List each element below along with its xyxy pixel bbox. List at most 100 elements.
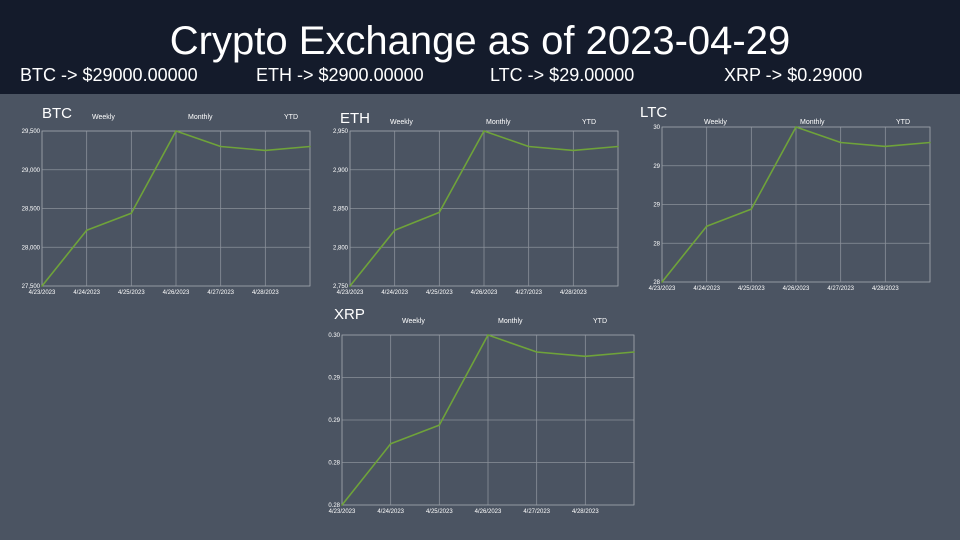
chart-title: ETH xyxy=(340,110,370,127)
data-point xyxy=(929,141,931,144)
y-tick-label: 29,000 xyxy=(22,168,41,174)
x-tick-label: 4/25/2023 xyxy=(118,290,145,296)
y-tick-label: 2,850 xyxy=(333,207,349,213)
period-weekly[interactable]: Weekly xyxy=(390,119,413,126)
chart-title: BTC xyxy=(42,105,72,122)
x-tick-label: 4/24/2023 xyxy=(73,290,100,296)
data-point xyxy=(341,504,343,506)
data-point xyxy=(487,334,489,336)
x-tick-label: 4/26/2023 xyxy=(471,290,498,296)
line-chart-ltc: 28 28 29 29 30 4/23/2023 4/24/2023 4/25/2023 4/2… xyxy=(649,125,931,292)
data-point xyxy=(175,130,177,132)
data-point xyxy=(795,126,797,128)
y-tick-label: 0.28 xyxy=(328,503,340,509)
data-point xyxy=(839,141,842,144)
ticker-ltc: LTC -> $29.00000 xyxy=(490,65,635,85)
data-point xyxy=(41,285,43,287)
page-title: Crypto Exchange as of 2023-04-29 xyxy=(169,19,791,63)
y-tick-label: 2,750 xyxy=(333,284,349,290)
data-point xyxy=(389,443,392,445)
y-tick-label: 28,000 xyxy=(22,245,41,251)
period-weekly[interactable]: Weekly xyxy=(402,318,425,325)
line-chart-xrp: 0.28 0.28 0.29 0.29 0.30 4/23/2023 4/24/2023 4/… xyxy=(328,333,635,515)
x-tick-label: 4/26/2023 xyxy=(783,286,810,292)
period-ytd[interactable]: YTD xyxy=(284,114,298,121)
x-tick-label: 4/28/2023 xyxy=(252,290,279,296)
period-weekly[interactable]: Weekly xyxy=(704,119,727,126)
y-tick-label: 29 xyxy=(653,164,660,170)
chart-title: LTC xyxy=(640,104,668,121)
x-tick-label: 4/28/2023 xyxy=(872,286,899,292)
y-tick-label: 0.28 xyxy=(328,461,340,467)
data-point xyxy=(438,424,441,426)
y-tick-label: 29 xyxy=(653,203,660,209)
y-tick-label: 28,500 xyxy=(22,207,41,213)
period-monthly[interactable]: Monthly xyxy=(486,119,511,126)
ticker-xrp: XRP -> $0.29000 xyxy=(724,65,863,85)
y-tick-label: 0.29 xyxy=(328,418,340,424)
y-tick-label: 0.30 xyxy=(328,333,340,339)
x-tick-label: 4/24/2023 xyxy=(377,509,404,515)
data-point xyxy=(393,229,396,231)
x-tick-label: 4/28/2023 xyxy=(560,290,587,296)
data-point xyxy=(438,211,441,214)
data-point xyxy=(535,351,538,353)
data-point xyxy=(85,229,88,231)
x-tick-label: 4/28/2023 xyxy=(572,509,599,515)
y-tick-label: 0.29 xyxy=(328,376,340,382)
data-point xyxy=(219,145,222,148)
y-tick-label: 28 xyxy=(653,241,660,247)
line-chart-btc: 27,500 28,000 28,500 29,000 29,500 4/23/2023 4… xyxy=(22,129,311,296)
chart-title: XRP xyxy=(334,306,365,323)
data-point xyxy=(661,281,663,283)
x-tick-label: 4/24/2023 xyxy=(381,290,408,296)
x-tick-label: 4/26/2023 xyxy=(475,509,502,515)
y-tick-label: 2,950 xyxy=(333,129,349,135)
data-point xyxy=(572,149,575,152)
data-point xyxy=(264,149,267,152)
period-ytd[interactable]: YTD xyxy=(593,318,607,325)
data-point xyxy=(349,285,351,287)
header: Crypto Exchange as of 2023-04-29 BTC -> … xyxy=(0,0,960,94)
x-tick-label: 4/27/2023 xyxy=(207,290,234,296)
x-tick-label: 4/25/2023 xyxy=(426,290,453,296)
period-monthly[interactable]: Monthly xyxy=(800,119,825,126)
data-point xyxy=(750,208,753,210)
ticker-eth: ETH -> $2900.00000 xyxy=(256,65,424,85)
x-tick-label: 4/27/2023 xyxy=(523,509,550,515)
x-tick-label: 4/27/2023 xyxy=(827,286,854,292)
data-point xyxy=(527,145,530,148)
chart-panel-btc: BTC Weekly Monthly YTD 27,500 28,000 28,50… xyxy=(10,100,311,300)
y-tick-label: 28 xyxy=(653,280,660,286)
data-point xyxy=(705,225,708,227)
x-tick-label: 4/23/2023 xyxy=(329,509,356,515)
x-tick-label: 4/23/2023 xyxy=(649,286,676,292)
x-tick-label: 4/26/2023 xyxy=(163,290,190,296)
chart-panel-ltc: LTC Weekly Monthly YTD 28 28 29 29 30 4/23/20… xyxy=(630,100,931,300)
y-tick-label: 30 xyxy=(653,125,660,131)
y-tick-label: 29,500 xyxy=(22,129,41,135)
line-chart-eth: 2,750 2,800 2,850 2,900 2,950 4/23/2023 4/24/2… xyxy=(333,129,619,296)
x-tick-label: 4/24/2023 xyxy=(693,286,720,292)
period-weekly[interactable]: Weekly xyxy=(92,114,115,121)
y-tick-label: 2,800 xyxy=(333,245,349,251)
chart-panel-eth: ETH Weekly Monthly YTD 2,750 2,800 2,850 2,… xyxy=(318,100,619,300)
period-monthly[interactable]: Monthly xyxy=(498,318,523,325)
data-point xyxy=(130,212,133,214)
data-point xyxy=(884,145,887,148)
x-tick-label: 4/25/2023 xyxy=(738,286,765,292)
y-tick-label: 2,900 xyxy=(333,168,349,174)
data-point xyxy=(584,355,587,358)
period-ytd[interactable]: YTD xyxy=(896,119,910,126)
data-point xyxy=(483,130,485,132)
x-tick-label: 4/23/2023 xyxy=(337,290,364,296)
x-tick-label: 4/27/2023 xyxy=(515,290,542,296)
period-monthly[interactable]: Monthly xyxy=(188,114,213,121)
data-point xyxy=(633,351,635,353)
ticker-btc: BTC -> $29000.00000 xyxy=(20,65,198,85)
data-point xyxy=(309,145,311,148)
data-point xyxy=(617,145,619,148)
x-tick-label: 4/23/2023 xyxy=(29,290,56,296)
chart-panel-xrp: XRP Weekly Monthly YTD 0.28 0.28 0.29 0.29 0… xyxy=(310,306,640,531)
period-ytd[interactable]: YTD xyxy=(582,119,596,126)
